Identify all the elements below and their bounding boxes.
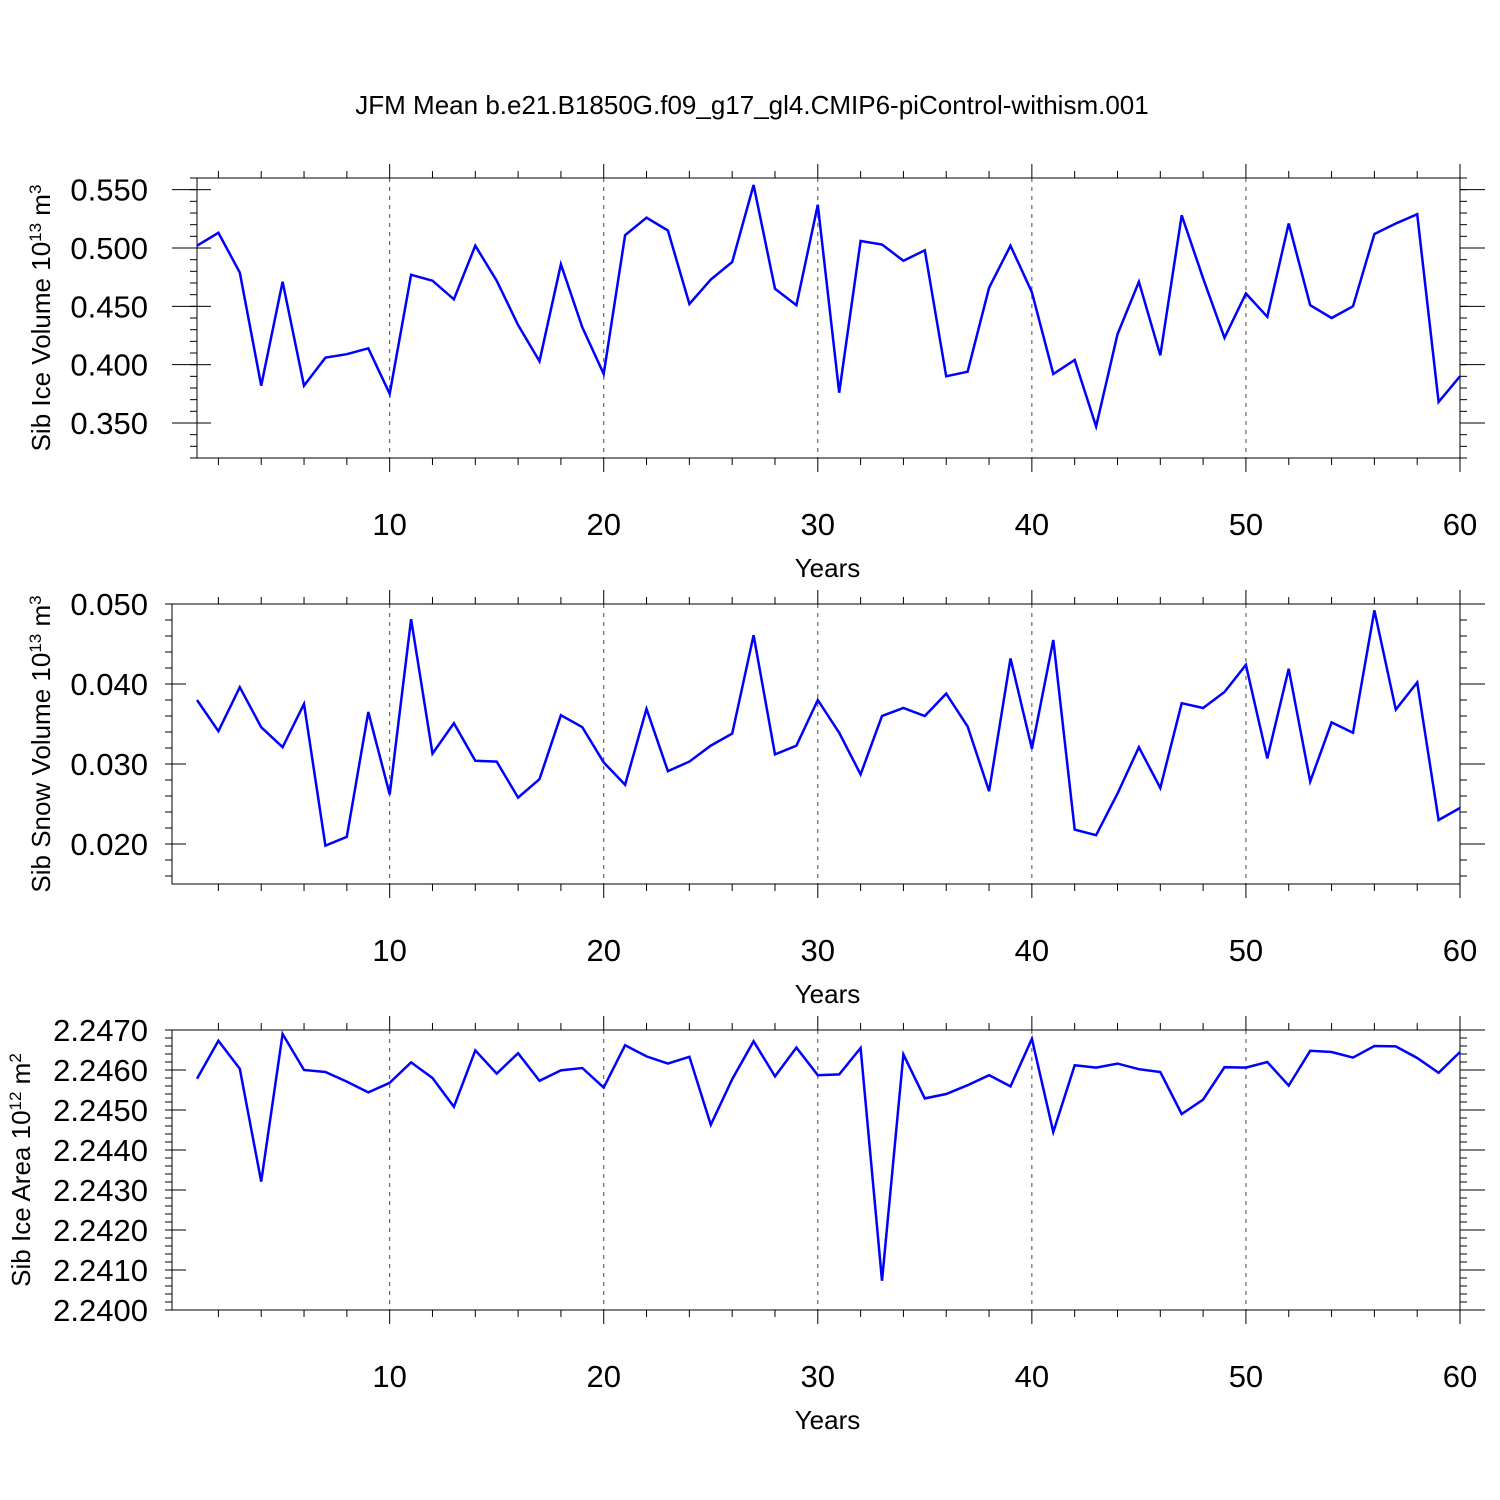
x-tick-label: 50: [1229, 507, 1263, 542]
y-tick-label: 2.2420: [53, 1213, 148, 1248]
y-tick-label: 2.2440: [53, 1133, 148, 1168]
y-axis-label-exponent: 13: [26, 634, 45, 653]
y-tick-label: 2.2430: [53, 1173, 148, 1208]
x-tick-label: 20: [586, 1359, 620, 1394]
x-axis-label: Years: [795, 553, 861, 583]
y-tick-label: 0.040: [70, 667, 148, 702]
x-tick-label: 30: [801, 507, 835, 542]
x-tick-label: 30: [801, 1359, 835, 1394]
y-tick-label: 2.2450: [53, 1093, 148, 1128]
y-tick-label: 0.550: [70, 173, 148, 208]
y-axis-label: Sib Ice Area 1012 m2: [6, 1053, 37, 1287]
plot-frame: [196, 177, 1461, 459]
x-tick-label: 60: [1443, 1359, 1477, 1394]
x-tick-label: 60: [1443, 933, 1477, 968]
y-tick-label: 0.020: [70, 827, 148, 862]
panel-snow-volume: 0.020 0.030 0.040 0.050 10 20 30 40 50 60 Years Si…: [26, 587, 1485, 1009]
y-axis-label: Sib Ice Volume 1013 m3: [26, 185, 57, 452]
x-axis-label: Years: [795, 979, 861, 1009]
y-axis-label-text: Sib Ice Volume 10: [26, 242, 56, 452]
y-axis-label-unit: m: [6, 1063, 36, 1092]
x-tick-label: 30: [801, 933, 835, 968]
y-tick-label: 0.030: [70, 747, 148, 782]
x-tick-label: 50: [1229, 1359, 1263, 1394]
panel-ice-volume: 0.350 0.400 0.450 0.500 0.550 10 20 30 40 50 60 Yea…: [26, 164, 1485, 583]
x-tick-label: 40: [1015, 1359, 1049, 1394]
x-tick-label: 60: [1443, 507, 1477, 542]
series-line: [195, 1030, 1461, 1281]
y-tick-label: 2.2400: [53, 1293, 148, 1328]
y-axis-label-unit-exponent: 3: [26, 185, 45, 194]
x-tick-label: 10: [372, 1359, 406, 1394]
x-tick-label: 50: [1229, 933, 1263, 968]
y-axis-label-unit-exponent: 3: [26, 595, 45, 604]
y-axis-label: Sib Snow Volume 1013 m3: [26, 595, 57, 892]
y-tick-label: 0.350: [70, 406, 148, 441]
y-tick-label: 2.2460: [53, 1053, 148, 1088]
plot-frame: [171, 1029, 1461, 1311]
y-tick-label: 0.450: [70, 289, 148, 324]
y-tick-label: 0.400: [70, 348, 148, 383]
x-tick-label: 40: [1015, 507, 1049, 542]
chart-title: JFM Mean b.e21.B1850G.f09_g17_gl4.CMIP6-…: [355, 90, 1148, 120]
x-tick-label: 20: [586, 507, 620, 542]
y-axis-label-exponent: 13: [26, 223, 45, 242]
y-axis-label-exponent: 12: [6, 1092, 25, 1111]
y-tick-label: 2.2470: [53, 1013, 148, 1048]
series-line: [195, 610, 1461, 848]
y-tick-label: 2.2410: [53, 1253, 148, 1288]
x-tick-label: 40: [1015, 933, 1049, 968]
y-tick-label: 0.500: [70, 231, 148, 266]
plot-frame: [171, 603, 1461, 885]
y-tick-label: 0.050: [70, 587, 148, 622]
x-tick-label: 10: [372, 933, 406, 968]
y-axis-label-text: Sib Snow Volume 10: [26, 653, 56, 893]
y-axis-label-unit: m: [26, 605, 56, 634]
series-line: [196, 184, 1461, 432]
x-tick-label: 20: [586, 933, 620, 968]
y-axis-label-unit-exponent: 2: [6, 1053, 25, 1062]
x-tick-label: 10: [372, 507, 406, 542]
y-axis-label-text: Sib Ice Area 10: [6, 1110, 36, 1286]
panel-ice-area: 2.2400 2.2410 2.2420 2.2430 2.2440 2.2450 2.24…: [6, 1013, 1485, 1435]
y-axis-label-unit: m: [26, 194, 56, 223]
x-axis-label: Years: [795, 1405, 861, 1435]
